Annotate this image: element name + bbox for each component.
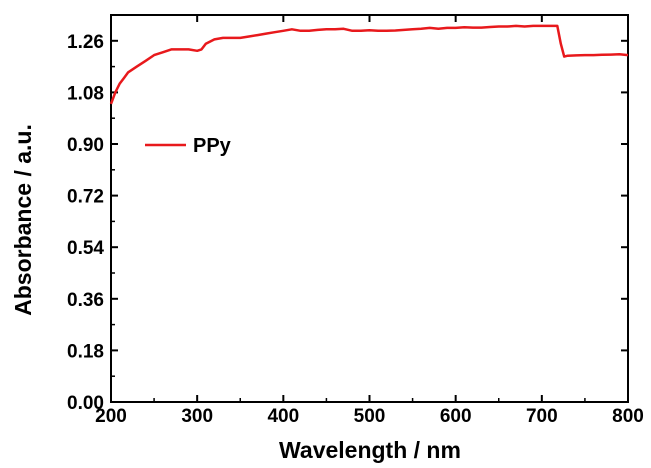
legend-label-ppy: PPy [193,135,232,157]
x-tick-label: 400 [267,406,299,427]
x-tick-label: 300 [181,406,213,427]
y-tick-label: 0.72 [67,187,104,208]
y-tick-label: 1.26 [67,32,104,53]
x-axis-title: Wavelength / nm [279,437,461,463]
x-tick-label: 500 [354,406,386,427]
series-line-ppy [109,24,629,105]
y-tick-label: 1.08 [67,83,104,104]
y-tick-label: 0.54 [67,238,104,259]
labels-layer: Wavelength / nm Absorbance / a.u. [10,124,461,463]
y-tick-label: 0.18 [67,341,104,362]
y-tick-label: 0.36 [67,290,104,311]
axes: 200 300 400 500 600 700 800 0.00 0.18 0.36 0.54 0.7… [67,14,644,427]
legend: PPy [145,135,232,157]
x-tick-label: 600 [440,406,472,427]
series-layer [109,24,629,105]
plot-frame [110,14,629,403]
x-tick-label: 800 [612,406,644,427]
x-tick-label: 700 [526,406,558,427]
y-tick-label: 0.00 [67,393,104,414]
y-axis-title: Absorbance / a.u. [10,124,36,316]
y-tick-label: 0.90 [67,135,104,156]
x-tick-label: 200 [95,406,127,427]
